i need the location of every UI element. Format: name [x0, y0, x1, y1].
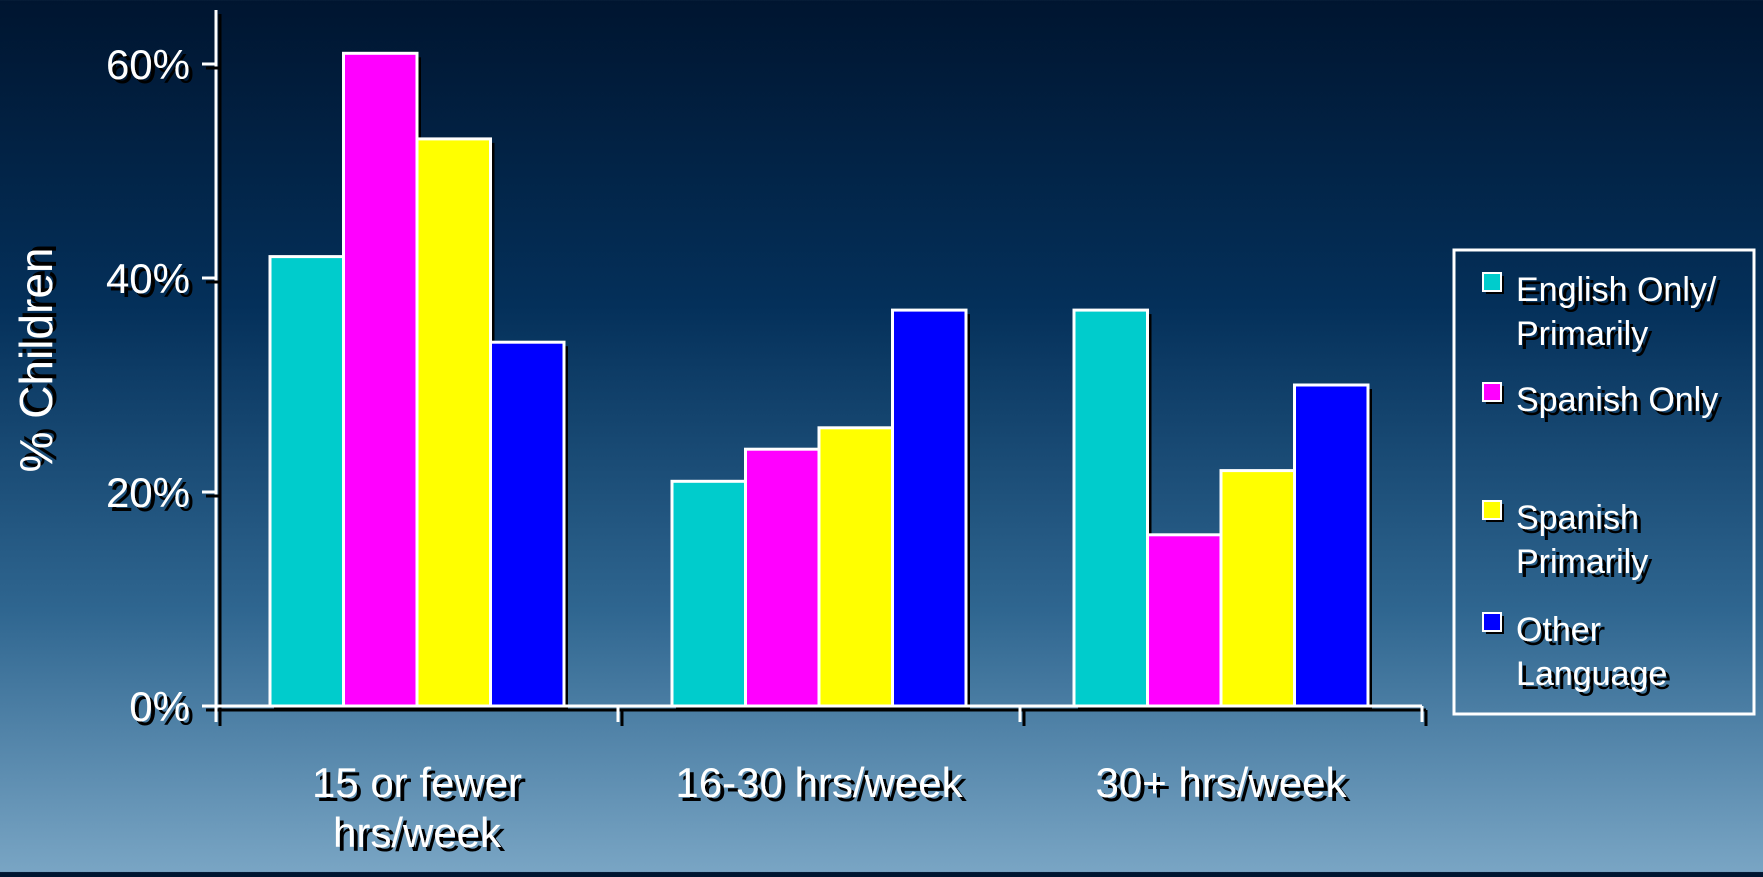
y-tick-label: 20% — [106, 469, 190, 516]
legend-swatch — [1482, 500, 1502, 520]
bar — [817, 426, 894, 708]
legend-swatch — [1482, 272, 1502, 292]
y-axis-title: % Children — [10, 248, 62, 473]
legend-swatch — [1482, 612, 1502, 632]
bar — [1146, 533, 1223, 708]
legend-swatch — [1482, 382, 1502, 402]
bar — [1072, 308, 1149, 708]
bar — [670, 479, 747, 708]
bar — [268, 255, 345, 708]
x-tick-label: 16-30 hrs/week — [675, 759, 963, 806]
legend-label: English Only/Primarily — [1516, 271, 1717, 353]
bar — [891, 308, 968, 708]
bar — [1219, 469, 1296, 708]
y-tick-label: 0% — [129, 683, 190, 730]
legend-box — [1452, 248, 1756, 716]
x-tick-label: 30+ hrs/week — [1096, 759, 1348, 806]
y-axis-label: % Children — [10, 248, 62, 473]
bar — [342, 51, 419, 708]
bar — [415, 137, 492, 708]
y-tick-label: 60% — [106, 41, 190, 88]
legend-label: Other Language — [1516, 611, 1667, 693]
bar — [1293, 383, 1370, 708]
x-tick-label: 15 or fewer hrs/week — [312, 759, 522, 856]
legend-label: Spanish Primarily — [1516, 499, 1648, 581]
legend-label: Spanish Only — [1516, 381, 1718, 419]
bar — [489, 340, 566, 708]
bar — [744, 447, 821, 708]
y-tick-label: 40% — [106, 255, 190, 302]
